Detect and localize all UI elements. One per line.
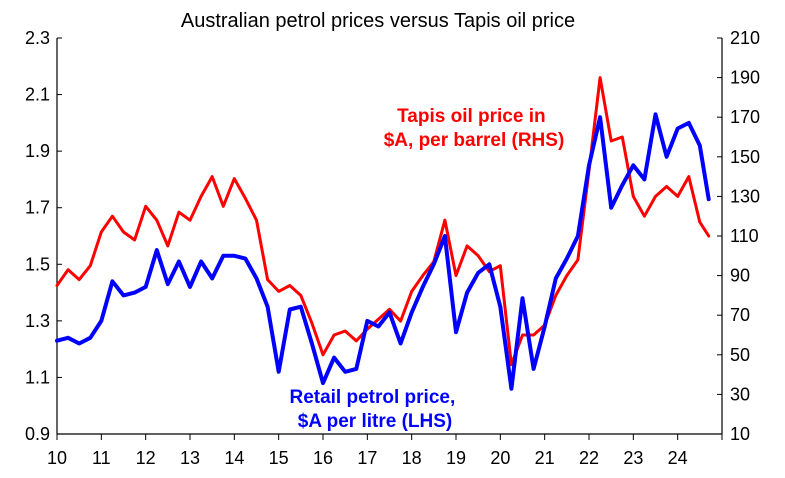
petrol-annotation-line-1: Retail petrol price, [289, 387, 455, 408]
y-axis-left-ticks: 0.9 1.1 1.3 1.5 1.7 1.9 2.1 2.3 [25, 28, 62, 444]
x-tick-label: 24 [668, 448, 688, 468]
petrol-annotation-line-2: $A per litre (LHS) [298, 411, 453, 432]
x-tick-label: 15 [269, 448, 289, 468]
x-tick-label: 11 [92, 448, 111, 468]
x-axis-ticks: 10 11 12 13 14 15 16 17 18 19 20 21 22 23 24 [47, 434, 723, 468]
y-right-tick-label: 110 [730, 226, 759, 246]
x-tick-label: 21 [535, 448, 555, 468]
y-left-tick-label: 1.9 [25, 141, 50, 161]
y-right-tick-label: 130 [730, 186, 760, 206]
x-tick-label: 23 [623, 448, 643, 468]
x-tick-label: 17 [357, 448, 377, 468]
tapis-annotation-line-2: $A, per barrel (RHS) [384, 130, 565, 151]
x-tick-label: 18 [402, 448, 422, 468]
y-right-tick-label: 210 [730, 28, 760, 48]
x-tick-label: 12 [136, 448, 156, 468]
tapis-annotation: Tapis oil price in $A, per barrel (RHS) [384, 106, 565, 151]
y-right-tick-label: 150 [730, 147, 760, 167]
petrol-series-line [55, 112, 711, 391]
y-right-tick-label: 190 [730, 68, 760, 88]
chart-title: Australian petrol prices versus Tapis oi… [181, 10, 575, 32]
x-tick-label: 14 [224, 448, 244, 468]
y-right-tick-label: 170 [730, 107, 760, 127]
tapis-annotation-line-1: Tapis oil price in [397, 106, 546, 127]
y-right-tick-label: 10 [730, 424, 750, 444]
x-tick-label: 16 [313, 448, 333, 468]
y-left-tick-label: 1.3 [25, 311, 50, 331]
x-tick-label: 20 [490, 448, 510, 468]
series-layer [55, 76, 711, 391]
y-right-tick-label: 30 [730, 384, 750, 404]
y-left-tick-label: 1.1 [25, 367, 50, 387]
x-tick-label: 19 [446, 448, 466, 468]
y-right-tick-label: 50 [730, 345, 750, 365]
y-left-tick-label: 1.7 [25, 198, 50, 218]
petrol-annotation: Retail petrol price, $A per litre (LHS) [289, 387, 460, 432]
y-left-tick-label: 1.5 [25, 254, 50, 274]
tapis-series-line [55, 76, 711, 367]
y-left-tick-label: 2.1 [25, 85, 50, 105]
y-left-tick-label: 2.3 [25, 28, 50, 48]
y-right-tick-label: 90 [730, 266, 750, 286]
y-axis-right-ticks: 10 30 50 70 90 110 130 150 170 190 210 [717, 28, 760, 444]
x-tick-label: 10 [47, 448, 67, 468]
y-left-tick-label: 0.9 [25, 424, 50, 444]
x-tick-label: 13 [180, 448, 200, 468]
x-tick-label: 22 [579, 448, 599, 468]
y-right-tick-label: 70 [730, 305, 750, 325]
